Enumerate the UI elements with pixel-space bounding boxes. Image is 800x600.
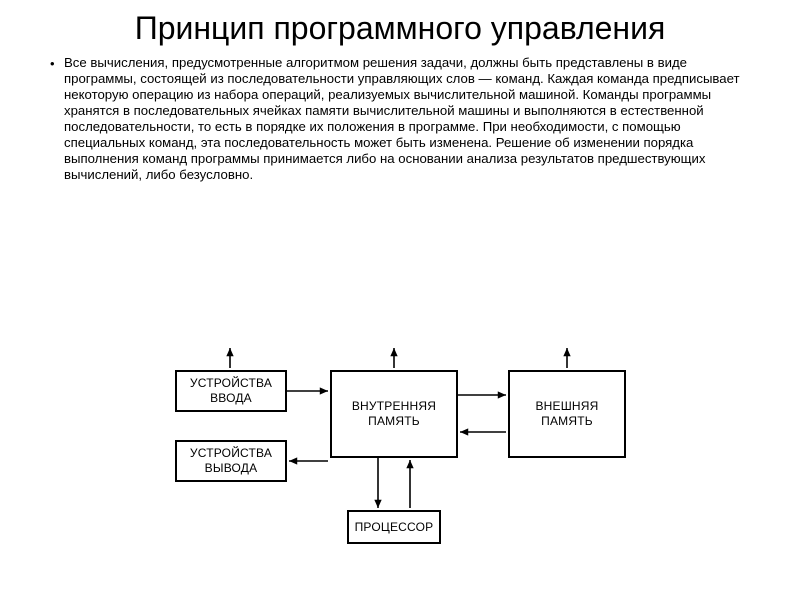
paragraph-text: Все вычисления, предусмотренные алгоритм… — [64, 55, 762, 184]
node-output: УСТРОЙСТВАВЫВОДА — [175, 440, 287, 482]
node-intmem: ВНУТРЕННЯЯПАМЯТЬ — [330, 370, 458, 458]
paragraph-block: • Все вычисления, предусмотренные алгори… — [0, 55, 800, 184]
page-title: Принцип программного управления — [0, 0, 800, 55]
node-extmem: ВНЕШНЯЯПАМЯТЬ — [508, 370, 626, 458]
node-input: УСТРОЙСТВАВВОДА — [175, 370, 287, 412]
node-cpu: ПРОЦЕССОР — [347, 510, 441, 544]
bullet-icon: • — [50, 55, 64, 184]
